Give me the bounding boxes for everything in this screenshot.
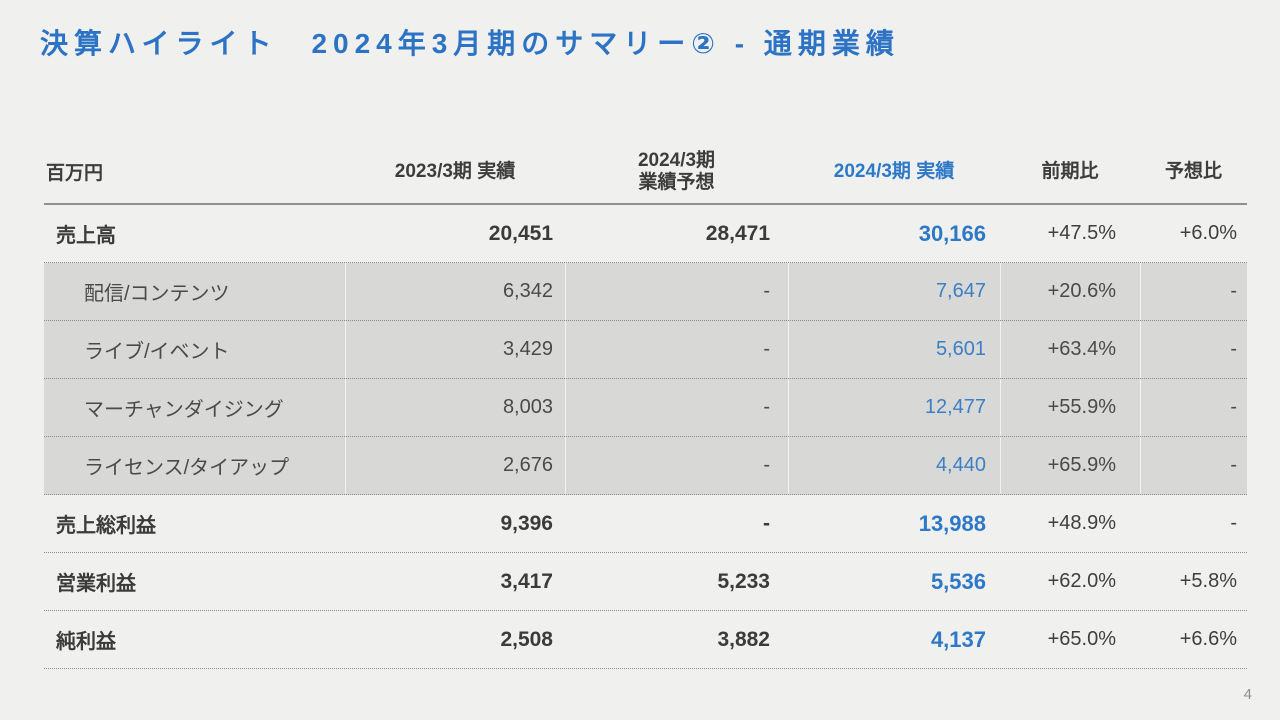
table-row: 純利益 2,508 3,882 4,137 +65.0% +6.6% [44,611,1247,669]
value-fy2024-forecast: 3,882 [717,627,770,651]
value-vs-forecast: +6.0% [1179,222,1237,244]
value-vs-forecast: - [1230,512,1237,534]
col-header-vs-forecast: 予想比 [1164,160,1222,182]
value-fy2024-forecast: - [565,437,788,494]
table-header-row: 百万円 2023/3期 実績 2024/3期 業績予想 2024/3期 実績 前… [44,140,1247,205]
row-label: 売上高 [56,225,116,247]
value-fy2024-forecast: - [565,263,788,320]
value-vs-forecast: - [1140,263,1247,320]
row-label: 純利益 [56,631,116,653]
col-header-fy2024-actual: 2024/3期 実績 [833,160,955,182]
table-row: 配信/コンテンツ 6,342 - 7,647 +20.6% - [44,263,1247,321]
value-fy2024-forecast: - [565,321,788,378]
col-header-fy2024-forecast-line1: 2024/3期 [637,149,716,171]
row-label: ライセンス/タイアップ [84,457,290,479]
value-fy2024-forecast: 28,471 [705,221,770,245]
value-yoy: +20.6% [1000,263,1140,320]
value-fy2024-forecast: - [565,379,788,436]
value-fy2024-actual: 5,536 [930,568,986,594]
row-label: マーチャンダイジング [84,399,284,421]
col-header-yoy: 前期比 [1041,160,1099,182]
value-fy2023-actual: 9,396 [500,511,553,535]
col-header-fy2024-forecast: 2024/3期 業績予想 [565,150,788,194]
page-number: 4 [1243,686,1252,703]
table-row: ライセンス/タイアップ 2,676 - 4,440 +65.9% - [44,437,1247,495]
value-fy2024-actual: 7,647 [788,263,1000,320]
value-vs-forecast: +5.8% [1179,570,1237,592]
value-fy2024-actual: 13,988 [918,510,986,536]
value-fy2024-actual: 12,477 [788,379,1000,436]
table-row: 売上高 20,451 28,471 30,166 +47.5% +6.0% [44,205,1247,263]
results-table: 百万円 2023/3期 実績 2024/3期 業績予想 2024/3期 実績 前… [44,140,1247,669]
table-row: 売上総利益 9,396 - 13,988 +48.9% - [44,495,1247,553]
value-fy2023-actual: 3,429 [345,321,565,378]
table-row: ライブ/イベント 3,429 - 5,601 +63.4% - [44,321,1247,379]
value-fy2023-actual: 8,003 [345,379,565,436]
value-fy2023-actual: 20,451 [488,221,553,245]
value-fy2024-forecast: - [763,511,770,535]
value-fy2024-forecast: 5,233 [717,569,770,593]
row-label: 配信/コンテンツ [84,283,230,305]
value-yoy: +48.9% [1047,512,1116,534]
value-yoy: +65.0% [1047,628,1116,650]
value-fy2024-actual: 30,166 [918,220,986,246]
value-fy2023-actual: 3,417 [500,569,553,593]
value-yoy: +62.0% [1047,570,1116,592]
value-vs-forecast: - [1140,321,1247,378]
value-fy2024-actual: 4,137 [930,626,986,652]
value-vs-forecast: - [1140,437,1247,494]
value-yoy: +55.9% [1000,379,1140,436]
value-fy2024-actual: 4,440 [788,437,1000,494]
row-label: 売上総利益 [56,515,156,537]
value-fy2023-actual: 6,342 [345,263,565,320]
value-vs-forecast: - [1140,379,1247,436]
value-fy2023-actual: 2,676 [345,437,565,494]
value-vs-forecast: +6.6% [1179,628,1237,650]
row-label: 営業利益 [56,573,136,595]
table-row: マーチャンダイジング 8,003 - 12,477 +55.9% - [44,379,1247,437]
page-title: 決算ハイライト 2024年3月期のサマリー② - 通期業績 [40,28,900,59]
value-yoy: +63.4% [1000,321,1140,378]
value-fy2023-actual: 2,508 [500,627,553,651]
table-row: 営業利益 3,417 5,233 5,536 +62.0% +5.8% [44,553,1247,611]
col-header-fy2024-forecast-line2: 業績予想 [638,171,715,193]
col-header-fy2023-actual: 2023/3期 実績 [394,160,516,182]
value-fy2024-actual: 5,601 [788,321,1000,378]
unit-label: 百万円 [46,163,104,184]
value-yoy: +47.5% [1047,222,1116,244]
row-label: ライブ/イベント [84,341,230,363]
value-yoy: +65.9% [1000,437,1140,494]
table-body: 売上高 20,451 28,471 30,166 +47.5% +6.0% 配信… [44,205,1247,669]
